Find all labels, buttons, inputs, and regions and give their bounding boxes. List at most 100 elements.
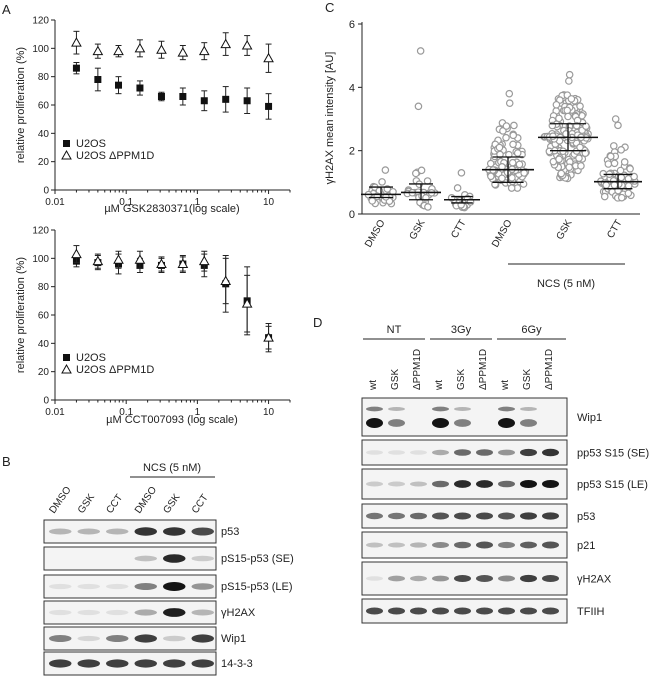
blot-band <box>49 659 72 668</box>
blot-row-label: pS15-p53 (LE) <box>221 581 293 593</box>
y-axis-label: γH2AX mean intensity [AU] <box>324 52 336 185</box>
data-point <box>617 173 626 182</box>
blot-band <box>134 527 157 536</box>
blot-band <box>542 541 559 549</box>
outlier-point <box>457 169 466 177</box>
data-point <box>555 155 563 164</box>
category-labels: DMSO GSK CTT DMSO GSK CTT <box>363 218 625 250</box>
legend-u2os: U2OS <box>76 352 106 364</box>
lane-label: ΔPPM1D <box>412 349 423 390</box>
outlier-point <box>505 89 514 98</box>
blot-band <box>542 480 559 488</box>
y-tick-label: 20 <box>38 367 50 378</box>
blot-band <box>366 576 383 581</box>
blot-band <box>476 575 493 582</box>
x-tick-label: 0.01 <box>45 197 65 208</box>
data-marks <box>71 30 274 120</box>
group-label: NCS (5 nM) <box>143 462 201 474</box>
data-point-triangle <box>177 258 189 268</box>
blot-band <box>520 407 537 411</box>
legend: U2OS U2OS ΔPPM1D <box>61 352 154 376</box>
data-point <box>508 158 517 167</box>
blot-band <box>542 607 559 615</box>
blot-band <box>77 659 100 668</box>
data-point <box>423 177 432 185</box>
data-point <box>602 181 611 189</box>
blot-band <box>77 635 100 642</box>
blot-row-label: p53 <box>577 511 595 523</box>
data-point-triangle <box>92 45 104 56</box>
data-point-triangle <box>156 258 167 268</box>
data-point-triangle <box>134 254 146 264</box>
blot-band <box>388 607 405 615</box>
legend-square-marker <box>63 140 70 147</box>
x-tick-label: 0.1 <box>119 407 133 418</box>
blot-band <box>454 407 471 411</box>
blot-band <box>388 419 405 427</box>
blot-row-label: pp53 S15 (SE) <box>577 448 649 460</box>
blot-band <box>432 541 449 549</box>
chart-c: 0 2 4 6 DMSO GSK CTT DMSO GSK CTT γH2AX mean int… <box>324 19 642 290</box>
x-tick-label: 0.01 <box>45 407 65 418</box>
blot-band <box>542 448 559 457</box>
x-tick-label: 10 <box>263 407 275 418</box>
y-tick-label: 60 <box>38 101 50 112</box>
blot-band <box>163 554 186 563</box>
blot-band <box>366 542 383 548</box>
blot-band <box>476 512 493 520</box>
blot-band <box>388 542 405 548</box>
blot-row-label: γH2AX <box>577 574 612 586</box>
blot-band <box>432 512 449 520</box>
category-label: DMSO <box>363 218 388 250</box>
data-point <box>502 122 511 130</box>
blot-row-label: TFIIH <box>577 606 605 618</box>
chart-a-top: 0 20 40 60 80 100 120 0.01 0.1 1 10 relative prol… <box>15 16 291 215</box>
blot-box <box>43 600 217 625</box>
blot-band <box>476 607 493 615</box>
blot-band <box>454 541 471 549</box>
data-point <box>545 147 554 156</box>
data-point <box>509 140 517 149</box>
blot-band <box>542 574 559 583</box>
blot-band <box>49 609 72 616</box>
group-headers: NT 3Gy 6Gy <box>363 324 566 340</box>
blot-band <box>432 449 449 456</box>
blot-band <box>520 607 537 615</box>
blot-row-label: pp53 S15 (LE) <box>577 479 648 491</box>
y-tick-label: 60 <box>38 311 50 322</box>
blot-band <box>77 583 100 590</box>
data-point <box>617 146 625 154</box>
y-tick-label: 80 <box>38 282 50 293</box>
blot-band <box>454 574 471 583</box>
blot-row-label: p53 <box>221 526 239 538</box>
data-point <box>626 165 634 173</box>
data-point-square <box>200 97 208 105</box>
data-point-triangle <box>220 275 232 285</box>
blot-band <box>134 659 157 668</box>
data-point-triangle <box>134 42 146 53</box>
data-point <box>381 166 390 174</box>
blot-box <box>43 519 217 544</box>
legend: U2OS U2OS ΔPPM1D <box>61 138 154 162</box>
data-point-triangle <box>241 298 253 308</box>
data-point <box>495 143 504 152</box>
data-point-square <box>94 76 102 83</box>
outlier-point <box>414 102 423 111</box>
blot-band <box>191 555 214 562</box>
blot-band <box>410 481 427 487</box>
blot-band <box>410 575 427 582</box>
outlier-point <box>565 70 574 79</box>
blot-band <box>520 541 537 549</box>
x-axis-label: µM GSK2830371(log scale) <box>104 203 239 215</box>
blot-band <box>410 542 427 548</box>
blot-band <box>106 609 129 616</box>
data-point <box>507 184 516 192</box>
blot-rows: Wip1 pp53 S15 (SE) pp53 S15 (LE) p53 p21 γH2A… <box>361 397 649 624</box>
group-header: NT <box>387 324 402 336</box>
data-point <box>577 162 585 170</box>
legend-u2os-dppm1d: U2OS ΔPPM1D <box>76 150 154 162</box>
data-point <box>565 163 574 172</box>
blot-row-label: 14-3-3 <box>221 658 253 670</box>
data-point <box>563 106 572 115</box>
